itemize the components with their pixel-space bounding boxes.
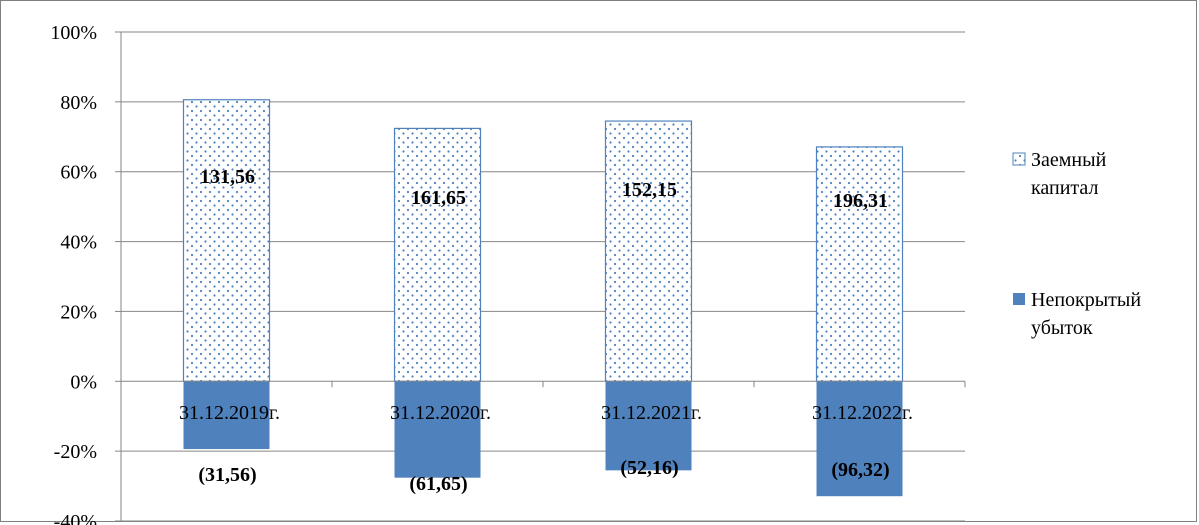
bar-zaemny-kapital	[604, 120, 693, 382]
y-tick-label: 0%	[70, 371, 97, 393]
y-tick-label: 100%	[50, 22, 97, 44]
x-category-label: 31.12.2020г.	[390, 402, 491, 424]
data-label-zaemny: 152,15	[622, 179, 677, 201]
data-label-zaemny: 131,56	[200, 166, 255, 188]
data-label-zaemny: 161,65	[411, 187, 466, 209]
data-label-ubytok: (31,56)	[198, 464, 256, 486]
legend-swatch-zaemny	[1012, 152, 1026, 166]
y-tick-label: 60%	[60, 162, 97, 184]
bar-zaemny-kapital	[815, 146, 904, 382]
bar-nepokryty-ubytok	[394, 381, 481, 478]
data-label-ubytok: (52,16)	[620, 457, 678, 479]
y-tick-label: 20%	[60, 301, 97, 323]
legend-label: убыток	[1031, 317, 1093, 339]
y-tick-label: 40%	[60, 232, 97, 254]
bar-zaemny-kapital	[393, 127, 482, 382]
legend-label: капитал	[1031, 177, 1098, 199]
labels-group: 131,56 (31,56) 31.12.2019г. 161,65 (61,65) 31…	[179, 166, 913, 495]
legend-label: Непокрытый	[1031, 289, 1141, 311]
data-label-ubytok: (61,65)	[409, 473, 467, 495]
data-label-zaemny: 196,31	[833, 190, 888, 212]
x-category-label: 31.12.2021г.	[601, 402, 702, 424]
y-tick-label: -40%	[54, 511, 97, 525]
legend-label: Заемный	[1031, 149, 1107, 171]
bar-nepokryty-ubytok	[816, 381, 903, 497]
data-label-ubytok: (96,32)	[831, 459, 889, 481]
axes-group: 100% 80% 60% 40% 20% 0% -20% -40%	[50, 22, 966, 525]
bar-nepokryty-ubytok	[605, 381, 692, 471]
y-tick-label: 80%	[60, 92, 97, 114]
y-tick-label: -20%	[54, 441, 97, 463]
bars-group	[182, 99, 904, 497]
bar-nepokryty-ubytok	[183, 381, 270, 450]
x-category-label: 31.12.2019г.	[179, 402, 280, 424]
bar-zaemny-kapital	[182, 99, 271, 382]
legend: Заемный капитал Непокрытый убыток	[1012, 149, 1141, 339]
legend-swatch-ubytok	[1013, 293, 1025, 305]
x-category-label: 31.12.2022г.	[812, 402, 913, 424]
